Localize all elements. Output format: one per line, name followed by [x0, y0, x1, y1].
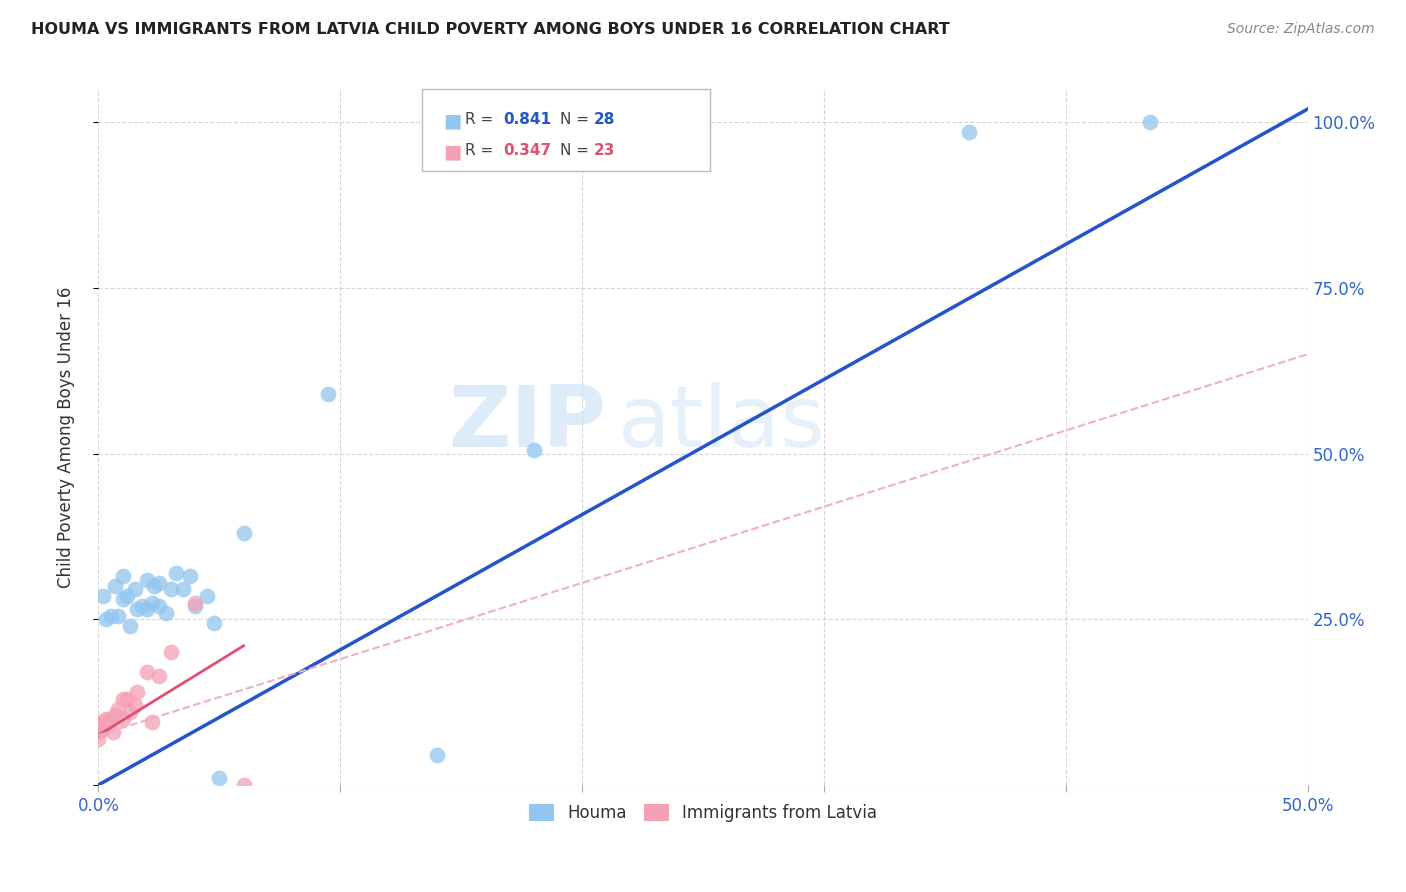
- Point: [160, 582, 183, 597]
- Point: [957, 125, 980, 139]
- Point: [143, 579, 166, 593]
- Point: [141, 714, 163, 729]
- Point: [104, 579, 127, 593]
- Point: [135, 602, 157, 616]
- Point: [111, 592, 134, 607]
- Text: 28: 28: [593, 112, 614, 127]
- Point: [111, 569, 134, 583]
- Point: [165, 566, 187, 580]
- Point: [148, 575, 170, 590]
- Text: R =: R =: [465, 143, 499, 158]
- Point: [172, 582, 194, 597]
- Point: [118, 619, 141, 633]
- Point: [195, 589, 218, 603]
- Text: N =: N =: [560, 112, 593, 127]
- Text: 23: 23: [593, 143, 614, 158]
- Text: 0.841: 0.841: [503, 112, 551, 127]
- Point: [184, 599, 207, 613]
- Point: [87, 731, 110, 746]
- Text: ■: ■: [443, 112, 461, 130]
- Point: [141, 596, 163, 610]
- Point: [208, 772, 231, 786]
- Point: [148, 599, 170, 613]
- Point: [523, 443, 546, 458]
- Point: [148, 668, 170, 682]
- Point: [107, 609, 129, 624]
- Point: [1139, 115, 1161, 129]
- Point: [127, 602, 149, 616]
- Text: ZIP: ZIP: [449, 382, 606, 465]
- Point: [91, 589, 114, 603]
- Text: 0.347: 0.347: [503, 143, 551, 158]
- Point: [94, 612, 117, 626]
- Text: Source: ZipAtlas.com: Source: ZipAtlas.com: [1227, 22, 1375, 37]
- Point: [135, 665, 157, 680]
- Point: [316, 387, 339, 401]
- Point: [127, 685, 149, 699]
- Point: [100, 609, 122, 624]
- Text: atlas: atlas: [619, 382, 827, 465]
- Point: [124, 698, 146, 713]
- Text: HOUMA VS IMMIGRANTS FROM LATVIA CHILD POVERTY AMONG BOYS UNDER 16 CORRELATION CH: HOUMA VS IMMIGRANTS FROM LATVIA CHILD PO…: [31, 22, 949, 37]
- Point: [101, 725, 124, 739]
- Text: N =: N =: [560, 143, 593, 158]
- Point: [111, 691, 134, 706]
- Text: ■: ■: [443, 143, 461, 161]
- Point: [232, 526, 254, 541]
- Point: [204, 615, 226, 630]
- Point: [232, 778, 254, 792]
- Point: [87, 725, 110, 739]
- Point: [124, 582, 146, 597]
- Y-axis label: Child Poverty Among Boys Under 16: Child Poverty Among Boys Under 16: [56, 286, 75, 588]
- Point: [104, 708, 127, 723]
- Point: [117, 589, 139, 603]
- Point: [131, 599, 153, 613]
- Point: [111, 712, 134, 726]
- Point: [107, 702, 129, 716]
- Point: [118, 705, 141, 719]
- Point: [135, 573, 157, 587]
- Text: R =: R =: [465, 112, 499, 127]
- Point: [91, 722, 114, 736]
- Point: [426, 748, 449, 763]
- Point: [94, 712, 117, 726]
- Point: [117, 691, 139, 706]
- Point: [179, 569, 201, 583]
- Point: [160, 645, 183, 659]
- Point: [90, 714, 112, 729]
- Point: [87, 718, 110, 732]
- Point: [155, 606, 177, 620]
- Legend: Houma, Immigrants from Latvia: Houma, Immigrants from Latvia: [523, 797, 883, 829]
- Point: [184, 596, 207, 610]
- Point: [100, 712, 122, 726]
- Point: [94, 718, 117, 732]
